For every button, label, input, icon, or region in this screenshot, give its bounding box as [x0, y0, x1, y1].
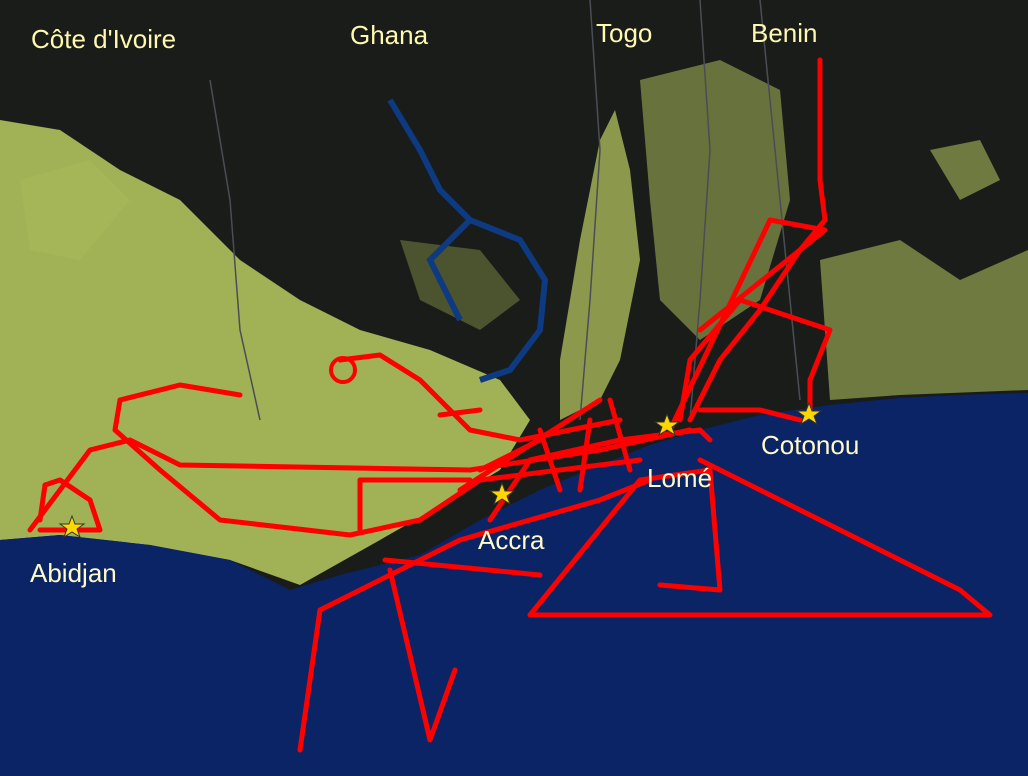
- flight-tracks: [27, 57, 993, 753]
- city-label-lome: Lomé: [647, 463, 713, 493]
- star-icon: [653, 412, 681, 437]
- country-label-cote-divoire: Côte d'Ivoire: [31, 24, 177, 54]
- city-markers: [58, 401, 823, 539]
- flight-track-loop: [329, 356, 357, 384]
- city-label-cotonou: Cotonou: [761, 430, 860, 460]
- lake-volta: [387, 98, 549, 383]
- city-label-accra: Accra: [478, 525, 545, 555]
- country-label-ghana: Ghana: [350, 20, 429, 50]
- borders: [209, 0, 801, 421]
- ocean: [0, 393, 1028, 776]
- country-label-benin: Benin: [751, 18, 818, 48]
- star-icon: [488, 481, 516, 506]
- country-label-togo: Togo: [596, 18, 653, 48]
- star-icon: [58, 514, 86, 539]
- star-icon: [795, 401, 823, 426]
- city-label-abidjan: Abidjan: [30, 558, 117, 588]
